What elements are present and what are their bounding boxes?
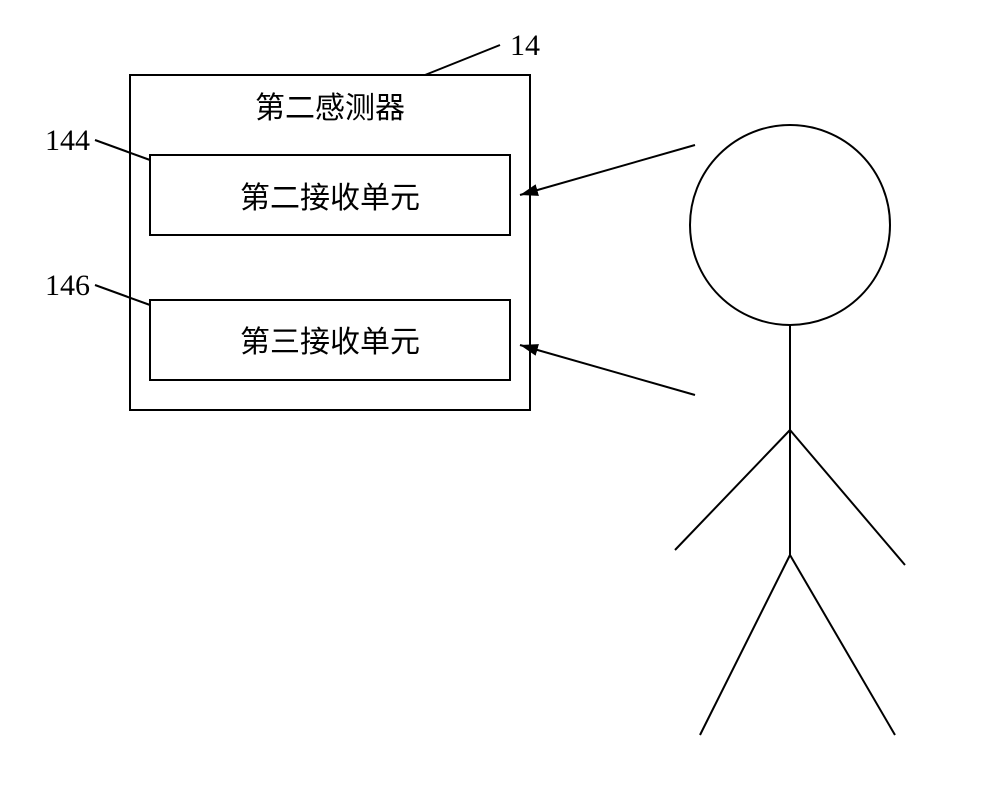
sensor-ref-label: 14 — [510, 29, 540, 62]
person-leg-left — [700, 555, 790, 735]
unit-3-ref-label: 146 — [45, 269, 90, 302]
signal-arrow-2 — [520, 345, 695, 395]
person-arm-right — [790, 430, 905, 565]
unit-2-ref-leader — [95, 140, 150, 160]
person-arm-left — [675, 430, 790, 550]
signal-arrow-1 — [520, 145, 695, 195]
unit-3-ref-leader — [95, 285, 150, 305]
person-leg-right — [790, 555, 895, 735]
sensor-box — [130, 75, 530, 410]
sensor-ref-leader — [425, 45, 500, 75]
sensor-title: 第二感测器 — [255, 92, 405, 125]
unit-2-ref-label: 144 — [45, 124, 90, 157]
person-head — [690, 125, 890, 325]
unit-3-label: 第三接收单元 — [240, 326, 420, 359]
unit-2-label: 第二接收单元 — [240, 182, 420, 215]
